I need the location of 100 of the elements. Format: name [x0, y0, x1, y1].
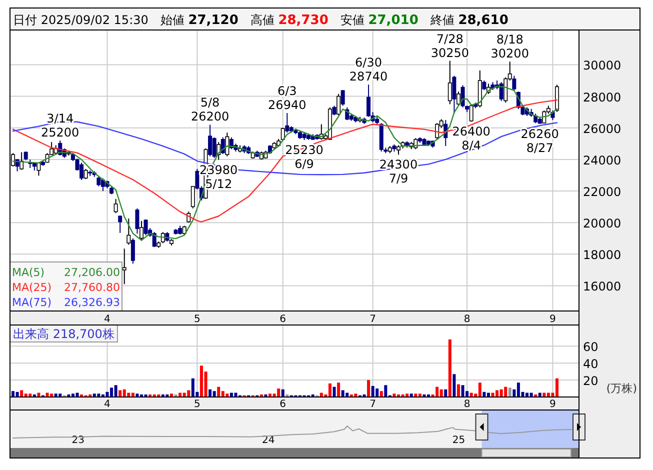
bar	[277, 388, 280, 397]
candlestick	[126, 218, 131, 246]
candlestick	[144, 218, 148, 236]
y-tick-label: 30000	[583, 58, 622, 73]
text: 終値 28,610	[429, 13, 508, 28]
bar	[221, 391, 224, 397]
candlestick	[208, 124, 212, 157]
y-tick-label: 26000	[583, 122, 622, 136]
bar	[187, 390, 190, 397]
bar	[341, 390, 344, 397]
x-tick-label: 8	[464, 399, 470, 410]
candlestick	[80, 162, 84, 180]
bar	[332, 386, 336, 397]
y-tick-label: 16000	[583, 280, 622, 294]
x-tick-label: 9	[550, 399, 556, 410]
bar	[20, 390, 24, 397]
candlestick	[469, 104, 474, 122]
candlestick	[456, 91, 460, 106]
bar	[281, 389, 284, 397]
annotation: 5/8 26200	[190, 96, 230, 124]
annotation: 24300 7/9	[379, 158, 418, 186]
bar	[504, 386, 508, 397]
x-tick-label: 7	[370, 314, 376, 325]
y-tick-label: 28000	[583, 90, 622, 104]
bar	[328, 383, 332, 397]
bar	[114, 385, 118, 397]
candlestick	[225, 132, 230, 157]
bar	[191, 378, 194, 397]
bar	[440, 389, 443, 397]
candlestick	[504, 76, 508, 104]
candlestick	[448, 60, 452, 105]
candlestick	[15, 158, 20, 172]
candlestick	[482, 80, 486, 90]
bar	[122, 389, 126, 397]
annotation: 26400 8/4	[452, 124, 490, 153]
candlestick	[542, 110, 546, 124]
y-tick-label: 22000	[583, 185, 622, 200]
candlestick	[366, 84, 371, 118]
bar	[118, 390, 122, 397]
x-tick-label: 6	[280, 314, 286, 325]
annotation: 6/30 28740	[349, 56, 388, 84]
y-tick-label: 24000	[583, 153, 622, 168]
candlestick	[285, 112, 290, 134]
candlestick	[396, 144, 401, 156]
bar	[367, 380, 370, 397]
bar	[456, 384, 460, 397]
x-tick-label: 25	[452, 435, 466, 446]
text: 高値 28,730	[250, 13, 328, 28]
bar	[384, 385, 388, 397]
x-tick-label: 5	[194, 314, 200, 325]
x-tick-label: 5	[194, 399, 200, 410]
annotation: 6/3 26940	[268, 84, 306, 112]
y-axis-title: (万株)	[606, 382, 637, 395]
x-tick-label: 8	[464, 314, 470, 325]
line-series	[12, 99, 558, 222]
candlestick	[512, 75, 516, 90]
line-series	[12, 86, 558, 241]
x-tick-label: 4	[104, 314, 110, 325]
text: 安値 27,010	[340, 13, 418, 28]
bar	[452, 374, 456, 397]
bar	[376, 388, 379, 397]
y-tick-label: 20000	[583, 216, 622, 231]
x-tick-label: 4	[104, 399, 110, 410]
chart-title: 出来高 218,700株	[13, 327, 114, 341]
x-tick-label: 7	[370, 399, 376, 410]
bar	[461, 385, 464, 397]
x-tick-label: 23	[72, 435, 84, 446]
candlestick	[96, 176, 101, 187]
y-tick-label: 40	[583, 357, 598, 372]
candlestick	[118, 214, 122, 234]
bar	[500, 389, 503, 397]
candlestick	[190, 186, 195, 209]
y-tick-label: 60	[583, 340, 598, 354]
y-tick-label: 18000	[583, 248, 622, 262]
candlestick	[452, 75, 456, 114]
candlestick	[534, 113, 538, 124]
bar	[217, 386, 220, 397]
candlestick	[130, 238, 135, 264]
bar	[478, 382, 482, 397]
bar	[508, 388, 512, 397]
candlestick	[114, 198, 118, 214]
y-tick-label: 20	[583, 374, 598, 388]
bar	[380, 391, 383, 397]
candlestick	[135, 208, 140, 234]
candlestick	[84, 168, 88, 180]
annotation: 26260 8/27	[520, 126, 559, 155]
bar	[337, 382, 340, 397]
candlestick	[152, 232, 156, 248]
bar	[444, 389, 448, 397]
annotation: 8/18 30200	[490, 32, 529, 61]
candlestick	[100, 178, 105, 192]
text: 始値 27,120	[160, 13, 238, 28]
candlestick	[212, 136, 216, 158]
bar	[516, 382, 520, 397]
candlestick	[122, 248, 126, 285]
candlestick	[140, 220, 144, 242]
text: 日付 2025/09/02 15:30	[13, 13, 148, 27]
candlestick	[336, 93, 341, 116]
bar	[212, 391, 216, 397]
x-tick-label: 6	[280, 399, 286, 410]
